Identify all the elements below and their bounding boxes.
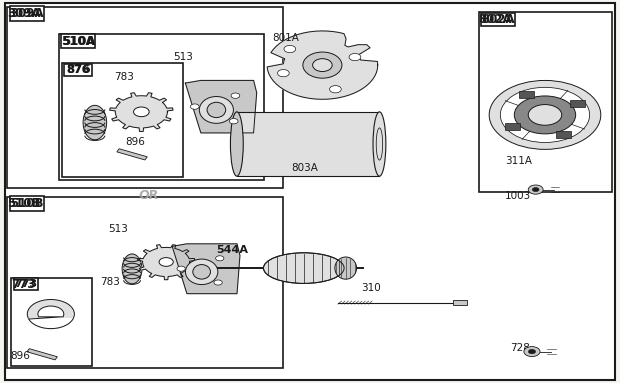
Polygon shape: [185, 80, 257, 133]
Text: 510A: 510A: [61, 35, 95, 47]
Text: 876: 876: [67, 65, 90, 75]
Text: 896: 896: [125, 137, 145, 147]
Polygon shape: [27, 349, 58, 360]
Bar: [7, 197, 283, 368]
Bar: [62, 63, 183, 177]
Bar: [570, 100, 585, 107]
Circle shape: [349, 54, 361, 61]
Ellipse shape: [193, 265, 211, 279]
Circle shape: [500, 87, 590, 142]
Circle shape: [528, 185, 543, 194]
Circle shape: [231, 93, 240, 98]
Text: 309A: 309A: [10, 7, 44, 20]
Text: 510B: 510B: [7, 197, 40, 210]
Text: 802A: 802A: [481, 13, 515, 26]
Text: 896: 896: [10, 351, 30, 361]
Ellipse shape: [303, 52, 342, 78]
Text: 801A: 801A: [272, 33, 299, 43]
Text: 311A: 311A: [505, 156, 532, 166]
Circle shape: [514, 96, 576, 134]
Polygon shape: [110, 93, 173, 131]
Bar: [10, 6, 44, 21]
Bar: [453, 300, 467, 305]
Polygon shape: [29, 317, 73, 329]
Ellipse shape: [335, 257, 356, 279]
Circle shape: [216, 256, 224, 261]
Circle shape: [214, 280, 222, 285]
Polygon shape: [172, 244, 240, 294]
Text: 513: 513: [173, 52, 193, 62]
Text: 783: 783: [114, 72, 134, 82]
Text: 876: 876: [66, 63, 91, 76]
Circle shape: [133, 107, 149, 117]
Text: 544A: 544A: [216, 245, 249, 255]
Bar: [59, 34, 263, 180]
Text: 513: 513: [108, 224, 128, 234]
Text: 773: 773: [11, 278, 36, 291]
Bar: [481, 13, 515, 26]
Circle shape: [190, 104, 199, 109]
Bar: [64, 64, 92, 76]
Polygon shape: [138, 245, 195, 280]
Circle shape: [489, 80, 601, 149]
Circle shape: [524, 347, 540, 357]
Bar: [14, 278, 38, 290]
Ellipse shape: [83, 105, 107, 140]
Text: 728: 728: [510, 343, 529, 353]
Ellipse shape: [122, 254, 142, 284]
Bar: [519, 92, 534, 98]
Circle shape: [528, 105, 562, 125]
Ellipse shape: [231, 112, 243, 176]
Bar: [556, 131, 571, 138]
Ellipse shape: [312, 59, 332, 72]
Text: 510A: 510A: [61, 35, 95, 48]
Bar: [61, 34, 95, 48]
Text: 310: 310: [361, 283, 381, 293]
Circle shape: [330, 86, 341, 93]
Bar: [11, 278, 92, 366]
Text: 773: 773: [14, 279, 38, 289]
Text: OR: OR: [140, 189, 158, 202]
Circle shape: [159, 258, 173, 266]
Ellipse shape: [373, 112, 386, 176]
Ellipse shape: [376, 128, 383, 160]
Circle shape: [27, 300, 74, 329]
Text: 783: 783: [100, 277, 120, 286]
Text: 309A: 309A: [7, 7, 40, 20]
Ellipse shape: [207, 102, 226, 118]
Text: 803A: 803A: [291, 163, 319, 173]
Circle shape: [284, 46, 296, 52]
Circle shape: [38, 306, 64, 322]
Bar: [479, 12, 612, 192]
Text: 510B: 510B: [10, 197, 44, 210]
Text: 1003: 1003: [505, 191, 531, 201]
Ellipse shape: [264, 253, 344, 283]
Polygon shape: [267, 31, 378, 99]
Circle shape: [528, 349, 536, 354]
Ellipse shape: [199, 97, 234, 123]
Circle shape: [229, 118, 238, 124]
Circle shape: [533, 188, 539, 192]
Text: 802A: 802A: [479, 13, 512, 26]
Bar: [7, 7, 283, 188]
Text: OR: OR: [139, 189, 159, 202]
Ellipse shape: [185, 259, 218, 285]
Bar: [505, 123, 520, 130]
Bar: [10, 196, 44, 211]
Bar: [237, 112, 379, 176]
Circle shape: [177, 266, 185, 271]
Circle shape: [278, 70, 289, 77]
Polygon shape: [117, 149, 148, 160]
